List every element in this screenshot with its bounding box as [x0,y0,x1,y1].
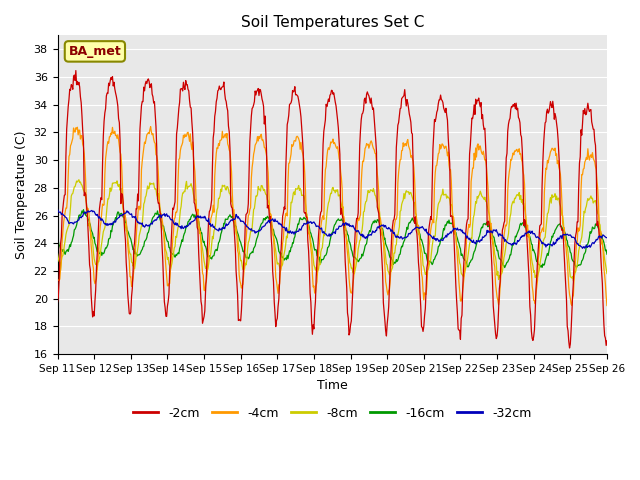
Legend: -2cm, -4cm, -8cm, -16cm, -32cm: -2cm, -4cm, -8cm, -16cm, -32cm [128,402,536,425]
Y-axis label: Soil Temperature (C): Soil Temperature (C) [15,131,28,259]
Text: BA_met: BA_met [68,45,121,58]
Title: Soil Temperatures Set C: Soil Temperatures Set C [241,15,424,30]
X-axis label: Time: Time [317,379,348,392]
